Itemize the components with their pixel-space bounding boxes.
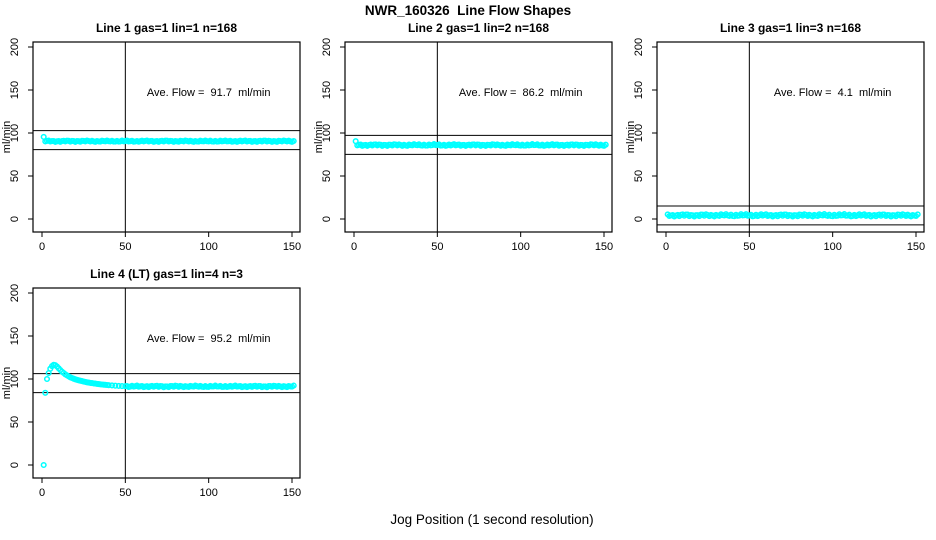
y-tick-label: 0 <box>9 216 21 222</box>
data-point <box>290 137 297 145</box>
y-axis-label: ml/min <box>1 367 13 399</box>
plot-frame <box>32 41 301 233</box>
y-tick-label: 100 <box>9 370 21 388</box>
subplot-line-3: Line 3 gas=1 lin=3 n=168 0 50 100 150 200 0 50 1… <box>625 21 925 253</box>
y-tick-label: 100 <box>633 124 645 142</box>
y-tick-label: 200 <box>321 38 333 56</box>
plot-frame <box>344 41 613 233</box>
x-tick-label: 0 <box>663 241 669 253</box>
flow-data-points <box>664 211 921 220</box>
x-tick-label: 100 <box>199 487 217 499</box>
y-tick-label: 50 <box>9 170 21 182</box>
x-tick-label: 150 <box>907 241 925 253</box>
y-tick-label: 200 <box>633 38 645 56</box>
y-axis-label: ml/min <box>1 121 13 153</box>
data-point <box>108 382 116 389</box>
y-tick-label: 100 <box>9 124 21 142</box>
data-point <box>43 375 51 383</box>
data-point <box>112 382 119 389</box>
ave-flow-annotation: Ave. Flow = 95.2 ml/min <box>147 333 271 345</box>
flow-data-points <box>40 361 297 469</box>
x-tick-label: 50 <box>119 241 131 253</box>
main-title: NWR_160326 Line Flow Shapes <box>364 3 572 18</box>
x-tick-label: 0 <box>39 487 45 499</box>
y-tick-label: 150 <box>9 327 21 345</box>
data-point <box>105 382 112 389</box>
y-tick-label: 100 <box>321 124 333 142</box>
flow-data-points <box>40 133 297 145</box>
plot-frame <box>656 41 925 233</box>
x-tick-label: 100 <box>199 241 217 253</box>
data-point <box>40 461 47 469</box>
subplot-title: Line 4 (LT) gas=1 lin=4 n=3 <box>90 267 243 281</box>
data-point <box>914 211 921 218</box>
subplot-line-1: Line 1 gas=1 lin=1 n=168 0 50 100 150 200 0 50 1… <box>1 21 301 253</box>
flow-data-points <box>352 138 609 149</box>
plot-frame <box>32 287 301 479</box>
x-tick-label: 50 <box>431 241 443 253</box>
x-tick-label: 0 <box>351 241 357 253</box>
y-tick-label: 200 <box>9 38 21 56</box>
ave-flow-annotation: Ave. Flow = 4.1 ml/min <box>774 87 891 99</box>
y-tick-label: 0 <box>321 216 333 222</box>
x-tick-label: 100 <box>823 241 841 253</box>
x-tick-label: 150 <box>283 487 301 499</box>
y-tick-label: 50 <box>633 170 645 182</box>
subplot-line-2: Line 2 gas=1 lin=2 n=168 0 50 100 150 200 0 50 1… <box>313 21 613 253</box>
y-tick-label: 150 <box>321 81 333 99</box>
y-axis-label: ml/min <box>313 121 325 153</box>
y-tick-label: 150 <box>633 81 645 99</box>
x-tick-label: 0 <box>39 241 45 253</box>
y-tick-label: 0 <box>9 462 21 468</box>
y-axis-label: ml/min <box>625 121 637 153</box>
ave-flow-annotation: Ave. Flow = 91.7 ml/min <box>147 87 271 99</box>
x-tick-label: 150 <box>283 241 301 253</box>
outer-x-axis-label: Jog Position (1 second resolution) <box>390 512 594 527</box>
data-point <box>290 382 297 389</box>
data-point <box>115 382 122 389</box>
subplot-line-4: Line 4 (LT) gas=1 lin=4 n=3 0 50 100 150 200 0… <box>1 267 301 499</box>
data-point <box>602 141 609 148</box>
x-tick-label: 50 <box>743 241 755 253</box>
y-tick-label: 200 <box>9 284 21 302</box>
subplot-title: Line 2 gas=1 lin=2 n=168 <box>408 21 549 35</box>
ave-flow-annotation: Ave. Flow = 86.2 ml/min <box>459 87 583 99</box>
subplot-title: Line 1 gas=1 lin=1 n=168 <box>96 21 237 35</box>
x-tick-label: 100 <box>511 241 529 253</box>
y-tick-label: 0 <box>633 216 645 222</box>
y-tick-label: 50 <box>9 416 21 428</box>
x-tick-label: 50 <box>119 487 131 499</box>
y-tick-label: 50 <box>321 170 333 182</box>
y-tick-label: 150 <box>9 81 21 99</box>
x-tick-label: 150 <box>595 241 613 253</box>
data-point <box>42 389 49 396</box>
subplot-title: Line 3 gas=1 lin=3 n=168 <box>720 21 861 35</box>
